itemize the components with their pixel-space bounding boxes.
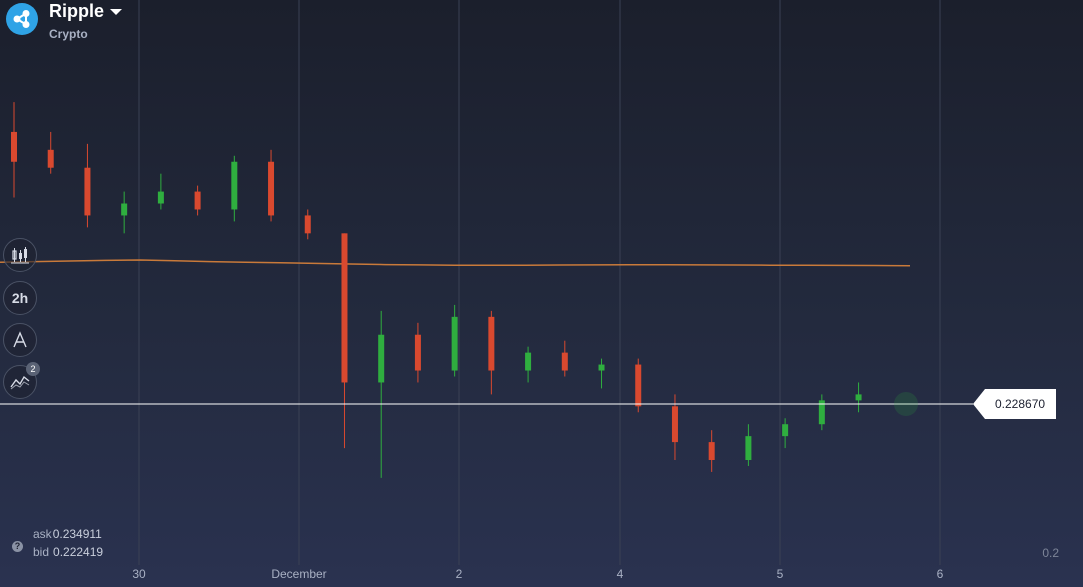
candlestick-layer [11, 102, 862, 478]
x-tick-label: 4 [616, 567, 624, 581]
candle-body [84, 167, 91, 216]
y-axis-label: 0.2 [1042, 546, 1059, 560]
candle-body [598, 364, 605, 371]
x-tick-label: 5 [776, 567, 784, 581]
candle-body [304, 215, 311, 234]
indicators-button[interactable]: 2 [3, 362, 40, 399]
bid-value: 0.222419 [53, 545, 104, 559]
chart-grid [138, 0, 941, 565]
caret-down-icon[interactable] [110, 9, 123, 15]
moving-average-line [0, 259, 911, 267]
candle-body [818, 400, 825, 425]
drawing-tools-button[interactable] [3, 323, 37, 357]
quotes-panel: ask 0.234911 bid 0.222419 [33, 525, 103, 561]
candle-body [157, 191, 164, 204]
candle-body [47, 149, 54, 168]
candle-body [708, 442, 715, 460]
candle-body [268, 161, 275, 216]
ask-value: 0.234911 [52, 527, 102, 541]
candle-body [194, 191, 201, 210]
candle-body [451, 316, 458, 371]
candle-body [341, 233, 348, 383]
candlestick-chart-type-button[interactable] [3, 238, 37, 272]
current-price-value: 0.228670 [985, 389, 1057, 419]
candle-body [782, 424, 789, 437]
ripple-logo-icon [6, 3, 38, 35]
candle-body [561, 352, 568, 371]
candle-body [378, 334, 385, 383]
timeframe-label: 2h [11, 290, 29, 306]
candle-body [488, 316, 495, 371]
x-tick-label: 6 [936, 567, 944, 581]
x-tick-label: December [271, 567, 327, 581]
candle-body [855, 394, 862, 401]
asset-header[interactable]: Ripple Crypto [6, 1, 123, 41]
moving-average-layer [0, 259, 911, 267]
candle-body [635, 364, 642, 407]
timeframe-button[interactable]: 2h [3, 281, 37, 315]
candle-body [11, 131, 17, 162]
candle-body [525, 352, 532, 371]
x-tick-label: 30 [132, 567, 146, 581]
bid-label: bid [33, 545, 50, 559]
candle-body [671, 406, 678, 443]
drawing-tools-icon [13, 331, 27, 348]
asset-category: Crypto [49, 27, 88, 41]
candlestick-icon [11, 247, 29, 264]
current-price-tag: 0.228670 [973, 389, 1057, 419]
candle-body [231, 161, 238, 210]
ask-label: ask [33, 527, 52, 541]
candle-body [414, 334, 421, 371]
price-tag-arrow [973, 389, 985, 419]
current-price-glow [894, 392, 918, 416]
help-icon[interactable]: ? [12, 541, 23, 552]
x-tick-label: 2 [455, 567, 463, 581]
candle-body [121, 203, 128, 216]
candle-body [745, 436, 752, 460]
indicators-count-badge: 2 [26, 362, 40, 376]
indicators-icon [10, 375, 30, 390]
asset-name[interactable]: Ripple [49, 1, 105, 21]
